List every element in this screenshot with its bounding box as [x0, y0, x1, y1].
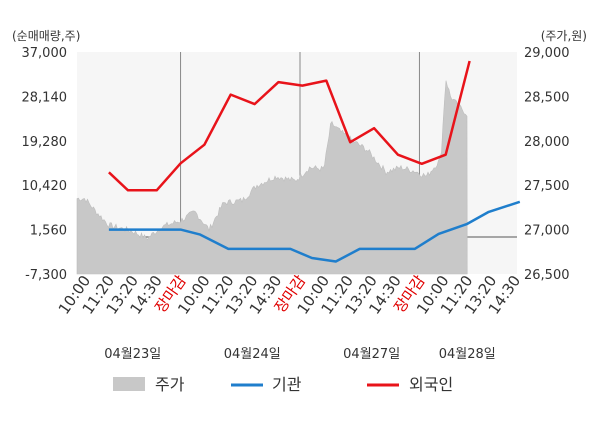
- date-label: 04월24일: [224, 347, 281, 362]
- left-tick-label: 28,140: [22, 90, 68, 105]
- date-label: 04월27일: [343, 347, 400, 362]
- right-tick-label: 27,500: [524, 179, 570, 194]
- left-tick-label: 1,560: [30, 224, 67, 239]
- left-axis-unit: (순매매량,주): [12, 29, 80, 43]
- date-label: 04월28일: [439, 347, 496, 362]
- right-tick-label: 29,000: [524, 46, 570, 61]
- legend-label-price: 주가: [155, 375, 185, 394]
- date-label: 04월23일: [104, 347, 161, 362]
- left-tick-label: 19,280: [22, 135, 68, 150]
- left-tick-label: -7,300: [25, 268, 67, 283]
- legend: 주가 기관 외국인: [113, 375, 453, 394]
- left-axis-ticks: 37,000 28,140 19,280 10,420 1,560 -7,300: [22, 46, 68, 283]
- legend-label-foreign: 외국인: [409, 375, 453, 394]
- foreign-investor-line: [108, 60, 471, 192]
- right-tick-label: 27,000: [524, 224, 570, 239]
- right-tick-label: 26,500: [524, 268, 570, 283]
- left-tick-label: 37,000: [22, 46, 68, 61]
- price-area-series: [76, 80, 468, 275]
- price-area: [76, 80, 468, 275]
- institution-line: [108, 200, 521, 263]
- right-axis-ticks: 29,000 28,500 28,000 27,500 27,000 26,500: [524, 46, 570, 283]
- x-axis-ticks: 10:0011:2013:2014:30장마감10:0011:2013:2014…: [55, 272, 525, 318]
- legend-label-institution: 기관: [272, 375, 302, 394]
- left-tick-label: 10,420: [22, 179, 68, 194]
- legend-swatch-price: [113, 377, 145, 391]
- right-tick-label: 28,500: [524, 90, 570, 105]
- date-labels: 04월23일 04월24일 04월27일 04월28일: [104, 347, 495, 362]
- right-tick-label: 28,000: [524, 135, 570, 150]
- right-axis-unit: (주가,원): [541, 29, 587, 43]
